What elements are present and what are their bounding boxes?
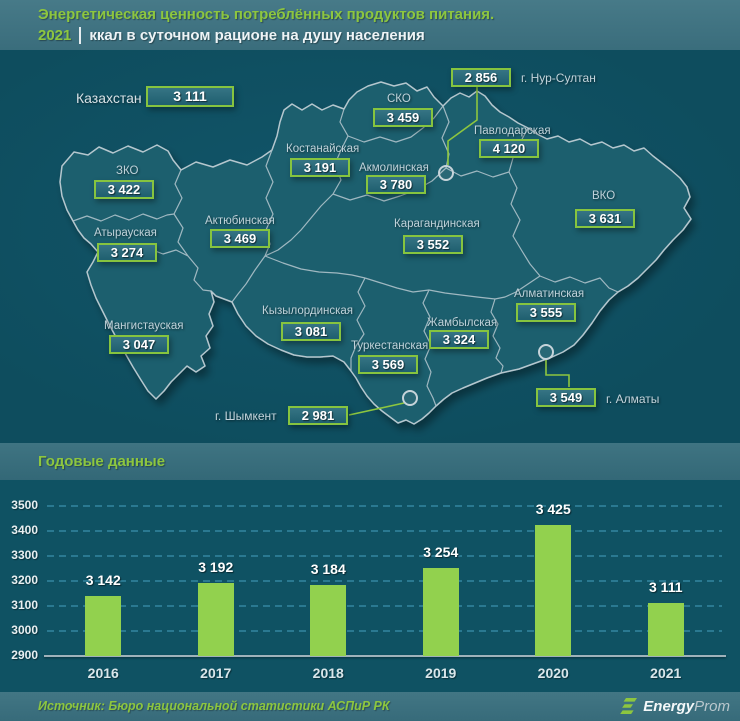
region-label-kostanay: Костанайская — [286, 143, 360, 155]
region-value-box-atyrau: 3 274 — [97, 243, 157, 262]
city-marker-shymkent — [402, 390, 418, 406]
separator-bar — [79, 27, 82, 44]
x-axis-label-2021: 2021 — [650, 665, 682, 681]
bar-value-2019: 3 254 — [423, 543, 459, 560]
region-value-box-zko: 3 422 — [94, 180, 154, 199]
y-axis-tick-3200: 3200 — [11, 573, 38, 587]
city-connectors — [348, 87, 570, 416]
x-axis-line — [44, 655, 726, 657]
connector-shymkent — [348, 402, 405, 416]
region-label-mangystau: Мангистауская — [104, 320, 184, 332]
region-value-box-sko: 3 459 — [373, 108, 433, 127]
logo-text-light: Prom — [694, 698, 730, 715]
gridline-3100 — [47, 605, 722, 607]
section-title: Годовые данные — [38, 453, 166, 470]
connector-almaty — [545, 360, 570, 387]
city-label-nur_sultan: г. Нур-Султан — [521, 71, 596, 85]
header-year: 2021 — [38, 27, 72, 44]
map-section: Казахстан 3 111 СКО 3 459 Павлодарская 4 120 К… — [0, 50, 740, 443]
region-value-box-kostanay: 3 191 — [290, 158, 350, 177]
x-axis-label-2016: 2016 — [87, 665, 119, 681]
region-value-box-zhambyl: 3 324 — [429, 330, 489, 349]
bar-2021 — [647, 603, 684, 656]
city-value-box-shymkent: 2 981 — [288, 406, 348, 425]
region-label-atyrau: Атырауская — [94, 227, 157, 239]
region-value-box-turkestan: 3 569 — [358, 355, 418, 374]
y-axis-tick-2900: 2900 — [11, 648, 38, 662]
region-label-zko: ЗКО — [116, 165, 139, 177]
region-value-box-pavlodar: 4 120 — [479, 139, 539, 158]
region-value-box-almaty_region: 3 555 — [516, 303, 576, 322]
annual-bar-chart: 2900 3000 3100 3200 3300 3400 3500 3 142 2016 3 1… — [0, 480, 740, 687]
city-value-box-nur_sultan: 2 856 — [451, 68, 511, 87]
city-label-almaty: г. Алматы — [606, 392, 660, 406]
header: Энергетическая ценность потреблённых про… — [0, 0, 740, 50]
country-label: Казахстан — [76, 90, 142, 106]
header-subtitle-row: 2021 ккал в суточном рационе на душу нас… — [38, 27, 425, 44]
map-overlay: Казахстан 3 111 СКО 3 459 Павлодарская 4 120 К… — [0, 50, 740, 443]
region-label-akmola: Акмолинская — [359, 162, 429, 174]
bar-value-2016: 3 142 — [85, 571, 121, 588]
energyprom-logo: Energy Prom — [618, 692, 730, 721]
bar-2016 — [85, 595, 122, 656]
country-outline — [59, 81, 692, 425]
y-axis-tick-3400: 3400 — [11, 523, 38, 537]
region-value-box-aktobe: 3 469 — [210, 229, 270, 248]
y-axis-tick-3000: 3000 — [11, 623, 38, 637]
region-label-almaty_region: Алматинская — [514, 288, 585, 300]
gridline-3400 — [47, 530, 722, 532]
region-label-karaganda: Карагандинская — [394, 218, 480, 230]
bar-value-2017: 3 192 — [198, 559, 234, 575]
region-value-box-kyzylorda: 3 081 — [281, 322, 341, 341]
city-marker-nur-sultan — [438, 165, 454, 181]
y-axis-tick-3300: 3300 — [11, 548, 38, 562]
region-value-box-karaganda: 3 552 — [403, 235, 463, 254]
region-value-box-vko: 3 631 — [575, 209, 635, 228]
bar-value-2021: 3 111 — [649, 579, 683, 596]
page-subtitle: ккал в суточном рационе на душу населени… — [89, 27, 425, 44]
logo-text-bold: Energy — [643, 698, 695, 715]
footer: Источник: Бюро национальной статистики А… — [0, 692, 740, 721]
energyprom-icon — [620, 697, 638, 714]
y-axis-tick-3100: 3100 — [11, 598, 38, 612]
source-note: Источник: Бюро национальной статистики А… — [38, 699, 390, 713]
region-label-zhambyl: Жамбылская — [427, 317, 498, 329]
bar-value-2018: 3 184 — [310, 561, 346, 577]
bar-2020 — [535, 524, 572, 656]
y-axis-tick-3500: 3500 — [11, 498, 38, 512]
country-value-box: 3 111 — [146, 86, 234, 107]
region-label-kyzylorda: Кызылординская — [262, 305, 354, 317]
region-label-sko: СКО — [387, 93, 411, 105]
gridline-3300 — [47, 555, 722, 557]
region-borders — [72, 105, 619, 407]
region-value-box-akmola: 3 780 — [366, 175, 426, 194]
x-axis-label-2017: 2017 — [200, 665, 232, 681]
city-value-box-almaty: 3 549 — [536, 388, 596, 407]
bar-2018 — [310, 585, 347, 656]
x-axis-label-2018: 2018 — [312, 665, 344, 681]
bar-value-2020: 3 425 — [535, 500, 571, 517]
city-label-shymkent: г. Шымкент — [215, 409, 277, 423]
gridline-3000 — [47, 630, 722, 632]
region-label-pavlodar: Павлодарская — [474, 125, 551, 137]
x-axis-label-2020: 2020 — [537, 665, 569, 681]
gridline-3500 — [47, 505, 722, 507]
city-marker-almaty — [538, 344, 554, 360]
region-label-vko: ВКО — [592, 190, 616, 202]
region-label-aktobe: Актюбинская — [205, 215, 275, 227]
page-title: Энергетическая ценность потреблённых про… — [38, 6, 495, 23]
x-axis-label-2019: 2019 — [425, 665, 457, 681]
bar-2017 — [197, 583, 234, 656]
chart-canvas: 2900 3000 3100 3200 3300 3400 3500 3 142 2016 3 1… — [0, 480, 740, 687]
bar-2019 — [422, 567, 459, 656]
region-value-box-mangystau: 3 047 — [109, 335, 169, 354]
connector-nur-sultan — [447, 87, 478, 165]
region-label-turkestan: Туркестанская — [351, 340, 429, 352]
section-header: Годовые данные — [0, 443, 740, 480]
gridline-3200 — [47, 580, 722, 582]
kazakhstan-map — [59, 81, 692, 425]
